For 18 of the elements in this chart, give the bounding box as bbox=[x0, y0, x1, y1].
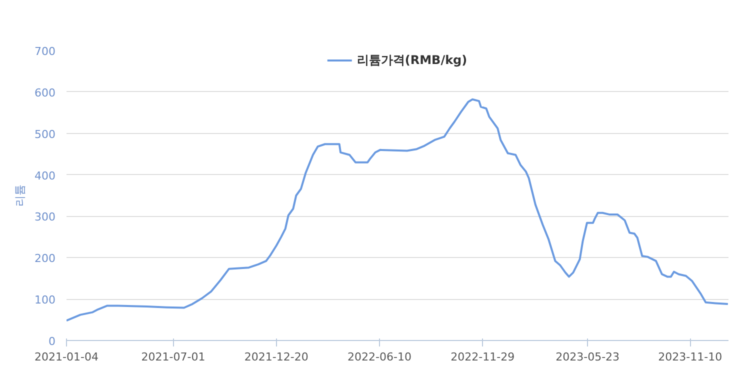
y-tick-label: 0 bbox=[48, 335, 56, 348]
y-tick-label: 200 bbox=[34, 252, 56, 266]
y-tick-label: 400 bbox=[34, 169, 56, 182]
line-series bbox=[66, 98, 728, 322]
x-tick-label: 2022-11-29 bbox=[450, 350, 515, 364]
legend-label: 리튬가격(RMB/kg) bbox=[356, 52, 468, 68]
x-tick-label: 2021-01-04 bbox=[34, 350, 98, 364]
x-tick-label: 2021-12-20 bbox=[244, 350, 308, 364]
y-tick-label: 300 bbox=[34, 210, 56, 224]
x-tick-label: 2023-05-23 bbox=[556, 350, 620, 364]
y-tick-label: 600 bbox=[34, 86, 56, 100]
x-tick-label: 2022-06-10 bbox=[348, 350, 412, 364]
x-tick-label: 2021-07-01 bbox=[141, 350, 206, 364]
y-tick-label: 500 bbox=[34, 128, 56, 141]
y-axis-title: 리튬 bbox=[14, 184, 27, 206]
y-tick-label: 100 bbox=[34, 294, 56, 307]
x-tick-label: 2023-11-10 bbox=[658, 350, 722, 364]
y-tick-label: 700 bbox=[34, 45, 56, 58]
